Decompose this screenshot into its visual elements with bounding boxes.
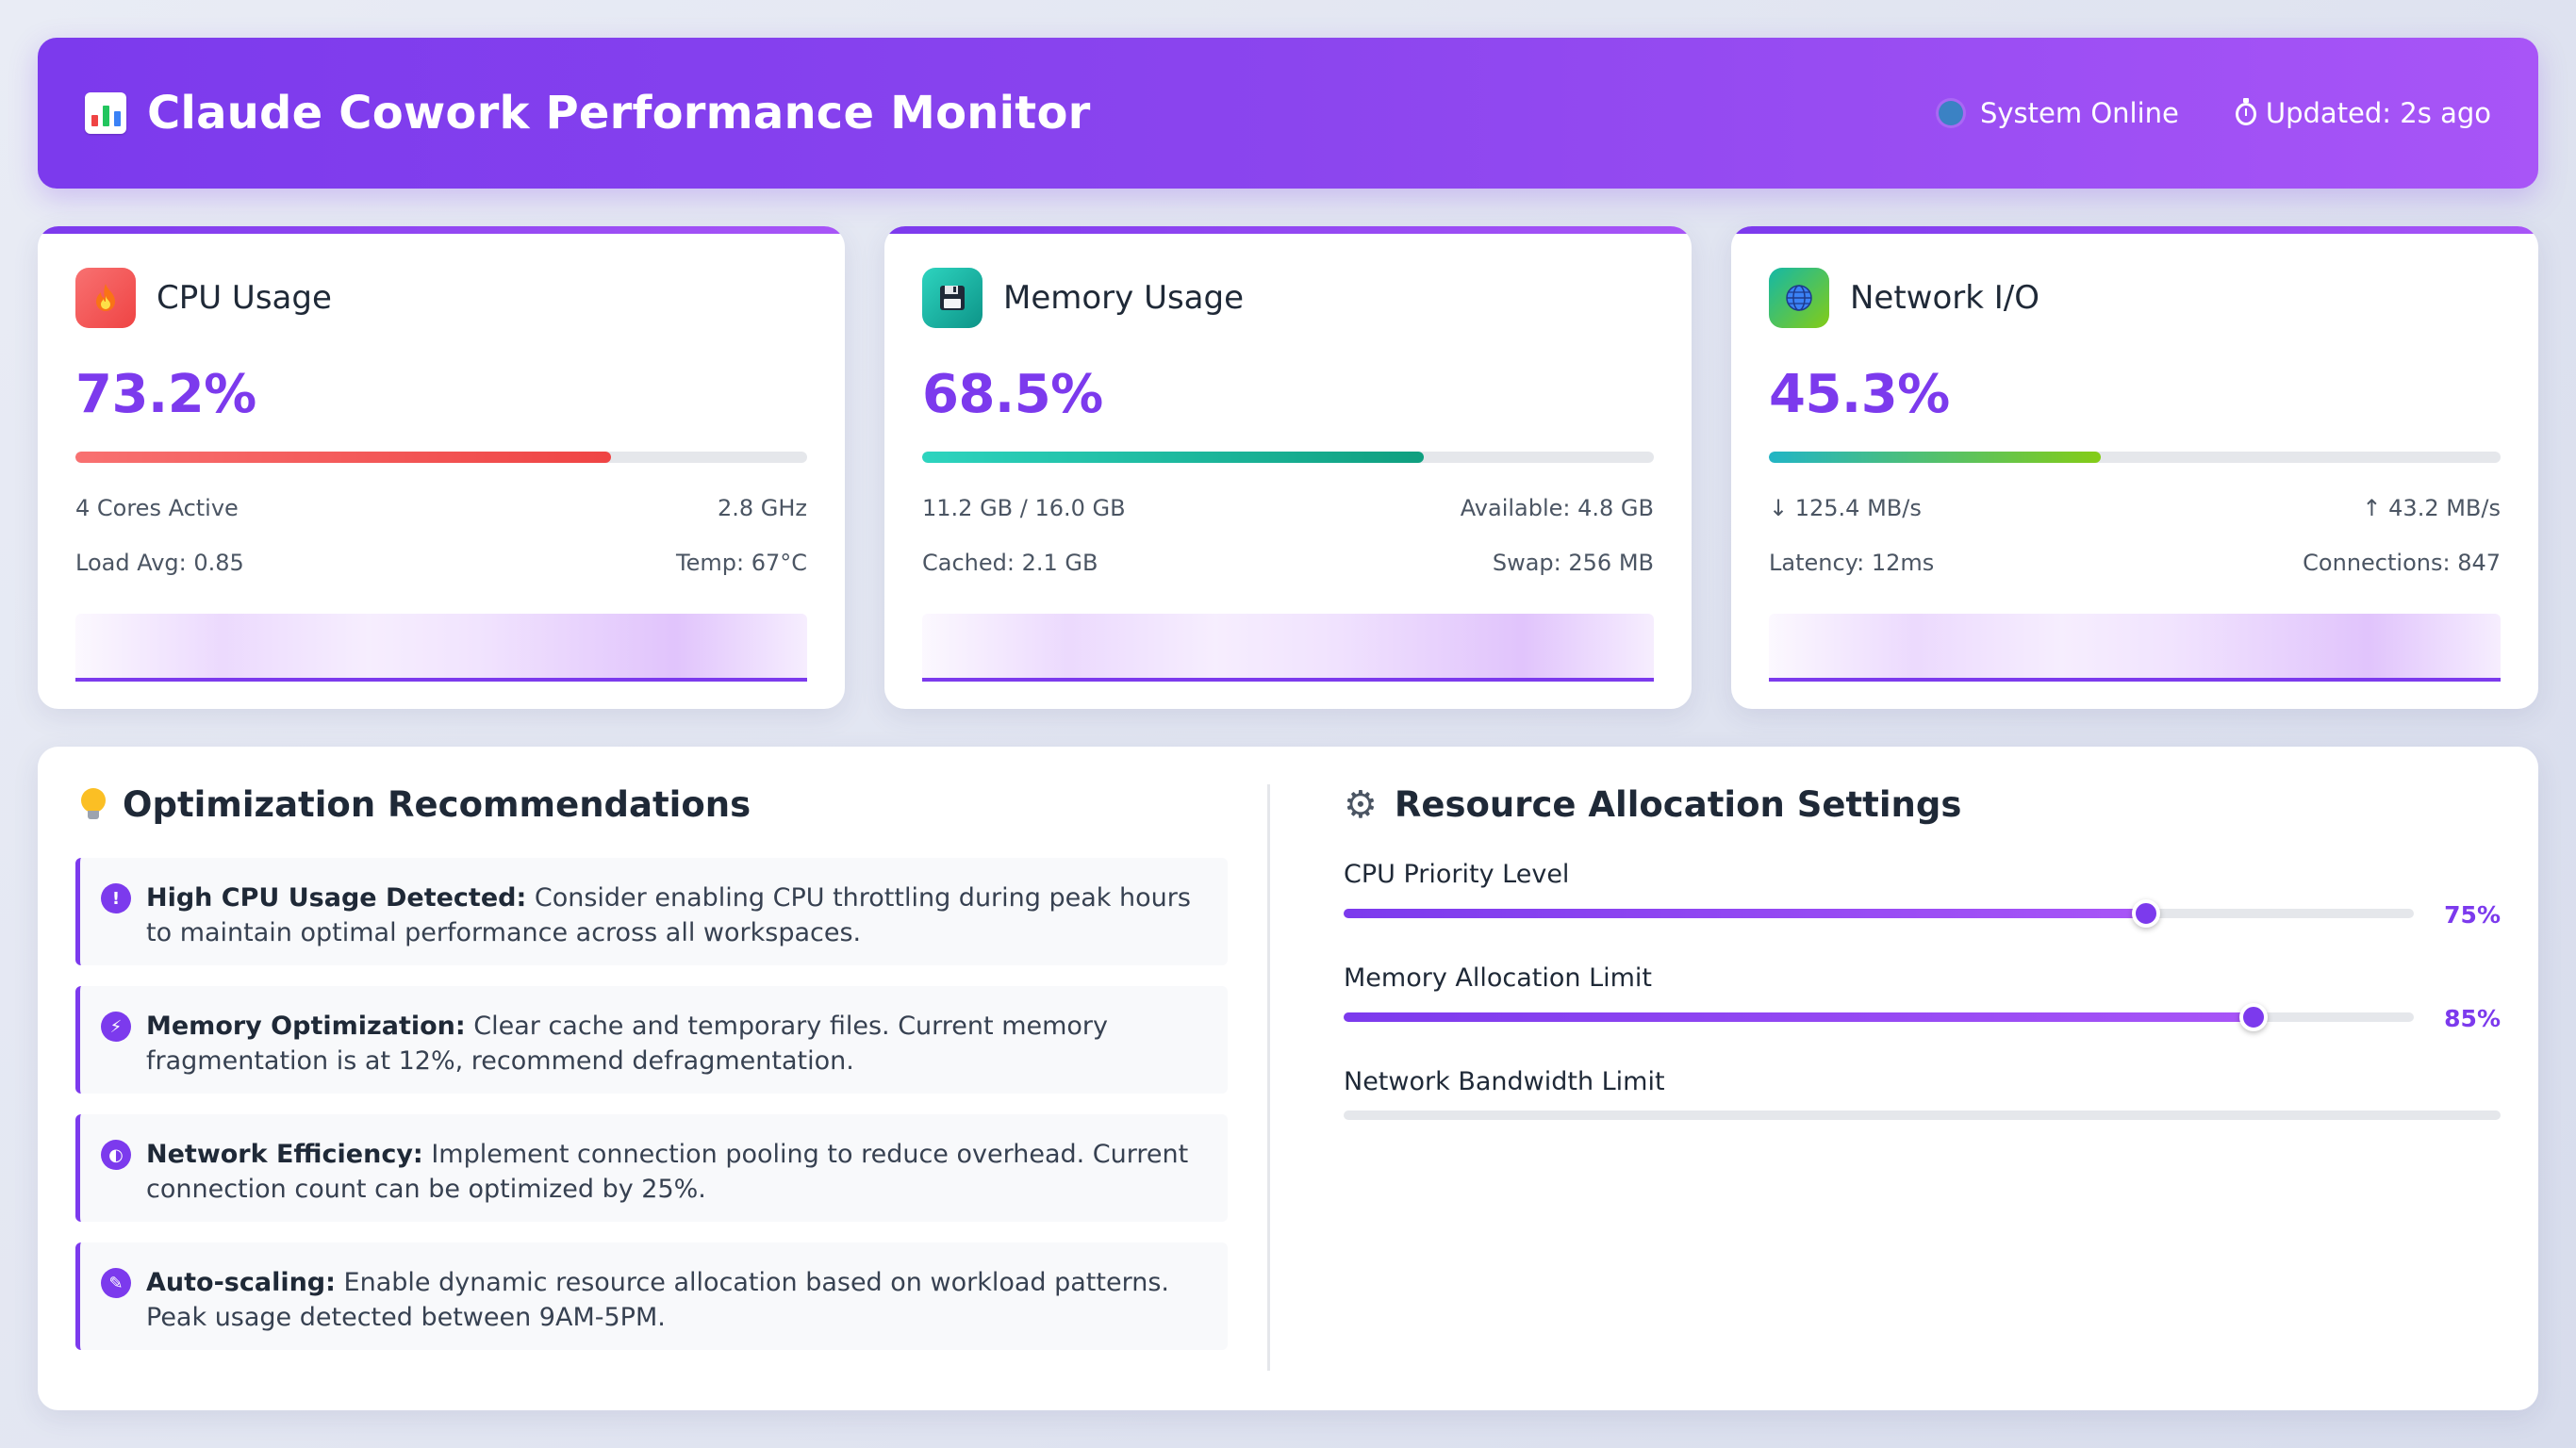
memory-allocation-slider[interactable] (1344, 1003, 2414, 1031)
recommendation-bold: High CPU Usage Detected: (146, 883, 527, 913)
memory-progress-fill (922, 452, 1424, 463)
cpu-sparkline (75, 614, 807, 682)
cpu-priority-label: CPU Priority Level (1344, 860, 1570, 889)
gear-icon: ⚙ (1344, 782, 1378, 827)
memory-swap: Swap: 256 MB (1492, 550, 1654, 576)
recommendation-text: Clear cache and temporary files. Current… (146, 1012, 1109, 1076)
cpu-priority-slider[interactable] (1344, 899, 2414, 928)
fire-icon (75, 268, 136, 328)
network-bandwidth-slider[interactable] (1344, 1111, 2501, 1120)
card-title: Network I/O (1850, 279, 2040, 317)
recommendation-text: Consider enabling CPU throttling during … (146, 883, 1191, 947)
card-title: Memory Usage (1003, 279, 1245, 317)
recommendation-bold: Network Efficiency: (146, 1140, 423, 1169)
globe-icon (1769, 268, 1829, 328)
settings-title: Resource Allocation Settings (1394, 784, 1962, 825)
recommendations-title: Optimization Recommendations (123, 784, 751, 825)
network-value: 45.3% (1769, 364, 1950, 425)
last-updated: Updated: 2s ago (2235, 97, 2491, 129)
cpu-progress-fill (75, 452, 612, 463)
updated-text: Updated: 2s ago (2265, 97, 2491, 129)
floppy-disk-icon (922, 268, 983, 328)
cpu-priority-value: 75% (2444, 901, 2501, 929)
alert-icon: ! (101, 883, 131, 913)
satellite-icon: ◐ (101, 1140, 131, 1170)
network-sparkline (1769, 614, 2501, 682)
memory-available: Available: 4.8 GB (1460, 495, 1654, 521)
lightbulb-icon (81, 787, 106, 822)
network-upload: ↑ 43.2 MB/s (2362, 495, 2501, 521)
status-text: System Online (1979, 97, 2179, 129)
recommendation-text: Implement connection pooling to reduce o… (146, 1140, 1189, 1204)
cpu-usage-card: CPU Usage 73.2% 4 Cores Active 2.8 GHz L… (38, 226, 845, 709)
memory-usage-card: Memory Usage 68.5% 11.2 GB / 16.0 GB Ava… (884, 226, 1692, 709)
memory-allocation-thumb[interactable] (2238, 1003, 2268, 1031)
memory-progress-bar (922, 452, 1654, 463)
stopwatch-icon (2235, 98, 2256, 125)
memory-used: 11.2 GB / 16.0 GB (922, 495, 1126, 521)
recommendation-bold: Auto-scaling: (146, 1268, 336, 1297)
bottom-panel: Optimization Recommendations ! High CPU … (38, 747, 2538, 1410)
cpu-cores: 4 Cores Active (75, 495, 239, 521)
recommendation-item: ! High CPU Usage Detected: Consider enab… (75, 858, 1228, 965)
recommendation-item: ✎ Auto-scaling: Enable dynamic resource … (75, 1242, 1228, 1350)
network-download: ↓ 125.4 MB/s (1769, 495, 1922, 521)
status-dot-icon (1938, 101, 1963, 125)
page-title: Claude Cowork Performance Monitor (147, 87, 1091, 140)
recommendations-heading: Optimization Recommendations (81, 784, 751, 825)
card-title: CPU Usage (157, 279, 332, 317)
cpu-value: 73.2% (75, 364, 256, 425)
network-progress-fill (1769, 452, 2101, 463)
recommendation-bold: Memory Optimization: (146, 1012, 466, 1041)
network-bandwidth-label: Network Bandwidth Limit (1344, 1067, 1665, 1096)
cpu-progress-bar (75, 452, 807, 463)
network-latency: Latency: 12ms (1769, 550, 1935, 576)
cpu-temp: Temp: 67°C (676, 550, 807, 576)
cpu-load-avg: Load Avg: 0.85 (75, 550, 244, 576)
bar-chart-icon (85, 92, 126, 134)
recommendation-item: ◐ Network Efficiency: Implement connecti… (75, 1114, 1228, 1222)
network-progress-bar (1769, 452, 2501, 463)
memory-value: 68.5% (922, 364, 1103, 425)
recommendation-item: ⚡ Memory Optimization: Clear cache and t… (75, 986, 1228, 1094)
network-io-card: Network I/O 45.3% ↓ 125.4 MB/s ↑ 43.2 MB… (1731, 226, 2538, 709)
memory-sparkline (922, 614, 1654, 682)
recommendation-text: Enable dynamic resource allocation based… (146, 1268, 1169, 1332)
cpu-frequency: 2.8 GHz (717, 495, 807, 521)
panel-divider (1267, 784, 1270, 1371)
system-status: System Online (1938, 97, 2179, 129)
settings-heading: ⚙ Resource Allocation Settings (1344, 784, 1961, 825)
wrench-icon: ✎ (101, 1268, 131, 1298)
network-connections: Connections: 847 (2303, 550, 2501, 576)
header-bar: Claude Cowork Performance Monitor System… (38, 38, 2538, 189)
cpu-priority-thumb[interactable] (2132, 899, 2161, 928)
lightning-icon: ⚡ (101, 1012, 131, 1042)
memory-allocation-value: 85% (2444, 1005, 2501, 1032)
memory-cached: Cached: 2.1 GB (922, 550, 1098, 576)
memory-allocation-label: Memory Allocation Limit (1344, 963, 1653, 993)
